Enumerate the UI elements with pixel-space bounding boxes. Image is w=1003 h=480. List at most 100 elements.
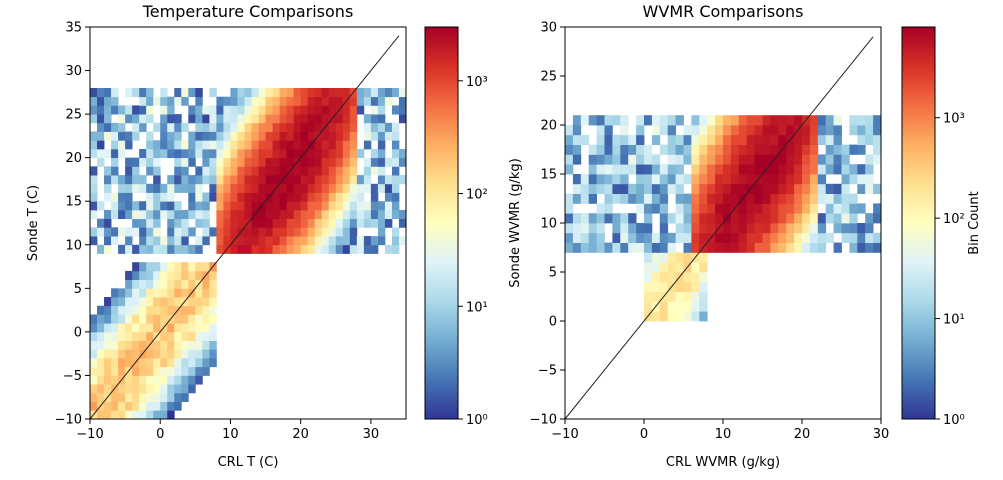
- heatmap-cell: [174, 392, 182, 402]
- heatmap-cell: [251, 218, 259, 228]
- heatmap-cell: [139, 401, 147, 411]
- heatmap-cell: [328, 122, 337, 132]
- heatmap-cell: [398, 87, 407, 98]
- heatmap-cell: [209, 349, 217, 359]
- heatmap-cell: [754, 193, 763, 204]
- heatmap-cell: [209, 175, 217, 185]
- heatmap-cell: [715, 193, 724, 204]
- heatmap-cell: [612, 193, 621, 204]
- heatmap-cell: [146, 375, 154, 385]
- heatmap-cell: [125, 209, 133, 220]
- heatmap-cell: [738, 134, 748, 145]
- heatmap-cell: [202, 297, 210, 307]
- heatmap-cell: [321, 166, 330, 176]
- heatmap-cell: [762, 154, 771, 165]
- heatmap-cell: [762, 193, 771, 204]
- heatmap-cell: [160, 140, 168, 150]
- heatmap-cell: [160, 201, 168, 211]
- heatmap-cell: [723, 164, 732, 175]
- heatmap-cell: [174, 340, 182, 350]
- heatmap-cell: [596, 242, 605, 253]
- heatmap-cell: [160, 87, 168, 98]
- heatmap-cell: [146, 236, 154, 246]
- heatmap-cell: [398, 236, 407, 246]
- heatmap-cell: [391, 227, 400, 237]
- heatmap-cell: [588, 174, 597, 185]
- heatmap-cell: [667, 144, 676, 155]
- heatmap-cell: [195, 201, 203, 211]
- heatmap-cell: [300, 218, 309, 228]
- heatmap-cell: [90, 148, 98, 159]
- heatmap-cell: [265, 131, 273, 141]
- heatmap-cell: [675, 164, 684, 175]
- heatmap-cell: [237, 131, 245, 141]
- heatmap-cell: [349, 166, 358, 176]
- heatmap-cell: [802, 174, 811, 185]
- heatmap-cell: [153, 140, 161, 150]
- heatmap-cell: [699, 125, 708, 136]
- heatmap-cell: [279, 114, 288, 124]
- colorbar-tick-label: 10⁰: [466, 413, 488, 428]
- heatmap-cell: [174, 375, 182, 385]
- heatmap-cell: [817, 174, 827, 185]
- heatmap-cell: [272, 157, 280, 167]
- heatmap-cell: [118, 148, 126, 159]
- heatmap-cell: [146, 392, 154, 402]
- heatmap-cell: [209, 183, 217, 193]
- heatmap-cell: [588, 242, 597, 253]
- heatmap-cell: [328, 157, 337, 167]
- heatmap-cell: [628, 213, 637, 224]
- heatmap-cell: [391, 166, 400, 176]
- heatmap-cell: [111, 349, 119, 359]
- heatmap-cell: [167, 105, 175, 115]
- heatmap-cell: [293, 166, 302, 176]
- heatmap-cell: [111, 331, 119, 341]
- heatmap-cell: [97, 331, 105, 341]
- heatmap-cell: [167, 366, 175, 376]
- heatmap-cell: [321, 140, 330, 150]
- heatmap-cell: [667, 125, 676, 136]
- heatmap-cell: [195, 323, 203, 333]
- heatmap-cell: [181, 236, 189, 246]
- heatmap-cell: [174, 201, 182, 211]
- wvmr-one-to-one-line: [564, 36, 874, 420]
- heatmap-cell: [762, 213, 771, 224]
- heatmap-cell: [675, 115, 684, 126]
- heatmap-cell: [321, 183, 330, 193]
- heatmap-cell: [216, 131, 224, 141]
- heatmap-cell: [667, 311, 676, 322]
- heatmap-cell: [817, 115, 827, 126]
- heatmap-cell: [572, 134, 582, 145]
- heatmap-cell: [746, 134, 755, 145]
- heatmap-cell: [293, 105, 302, 115]
- heatmap-cell: [370, 105, 379, 115]
- heatmap-cell: [153, 209, 161, 220]
- heatmap-cell: [237, 183, 245, 193]
- heatmap-cell: [817, 154, 827, 165]
- heatmap-cell: [195, 175, 203, 185]
- temperature-colorbar-gradient: [424, 26, 459, 420]
- heatmap-cell: [691, 193, 700, 204]
- heatmap-cell: [342, 140, 351, 150]
- heatmap-cell: [251, 166, 259, 176]
- heatmap-cell: [202, 305, 210, 315]
- heatmap-cell: [314, 114, 323, 124]
- heatmap-cell: [195, 148, 203, 159]
- heatmap-cell: [809, 232, 819, 243]
- heatmap-cell: [195, 244, 203, 254]
- heatmap-cell: [644, 252, 653, 263]
- wvmr-title: WVMR Comparisons: [643, 2, 804, 21]
- heatmap-cell: [125, 349, 133, 359]
- heatmap-cell: [146, 218, 154, 228]
- heatmap-cell: [762, 232, 771, 243]
- heatmap-cell: [202, 114, 210, 124]
- heatmap-cell: [174, 366, 182, 376]
- heatmap-cell: [174, 218, 182, 228]
- heatmap-cell: [111, 410, 119, 420]
- heatmap-cell: [809, 223, 819, 234]
- heatmap-cell: [97, 349, 105, 359]
- heatmap-cell: [738, 203, 748, 214]
- heatmap-cell: [398, 114, 407, 124]
- heatmap-cell: [651, 252, 661, 263]
- heatmap-cell: [675, 213, 684, 224]
